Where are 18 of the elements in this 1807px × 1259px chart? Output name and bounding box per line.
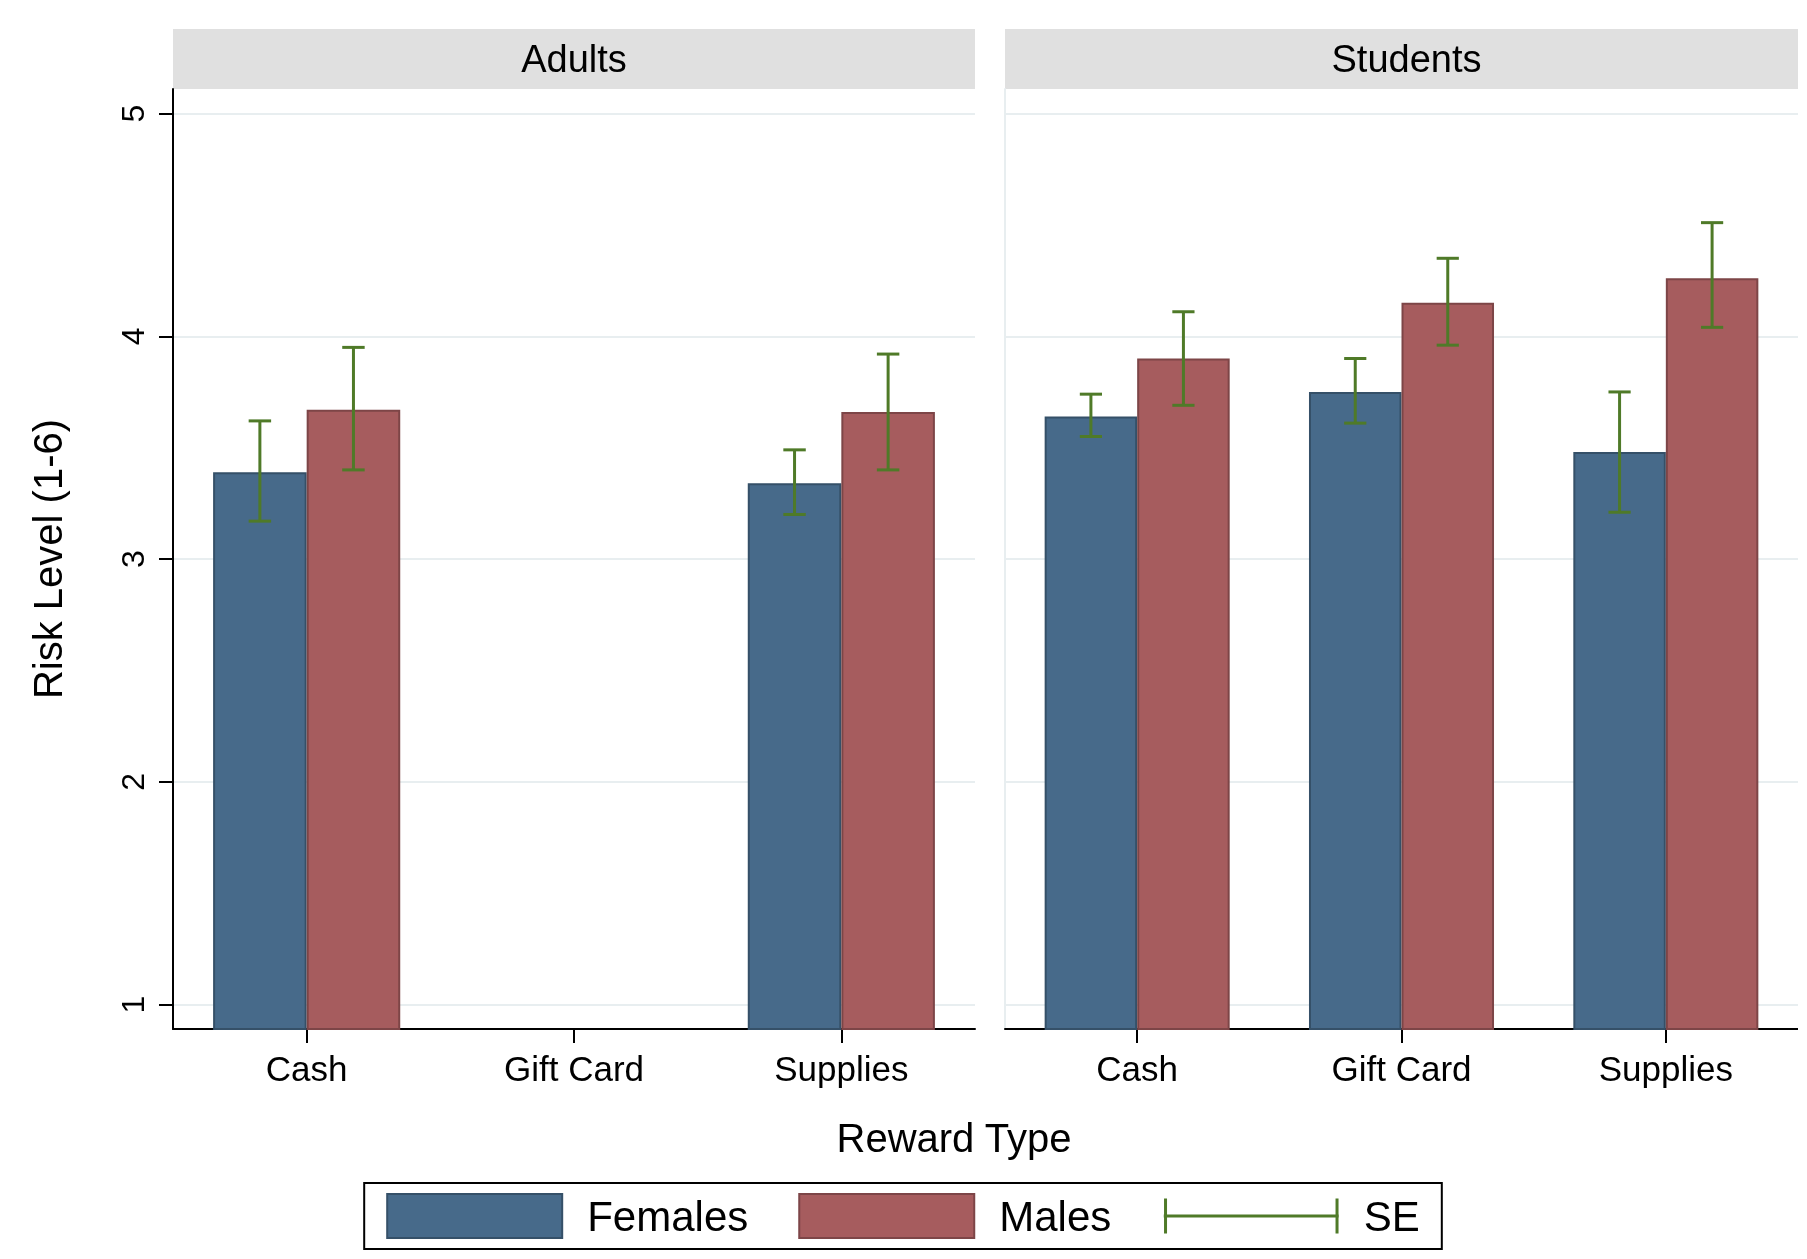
x-axis-title: Reward Type — [836, 1116, 1072, 1160]
y-axis-title: Risk Level (1-6) — [26, 418, 70, 700]
y-tick-label: 4 — [115, 327, 151, 346]
x-tick-label: Cash — [1096, 1049, 1179, 1088]
y-tick-label: 1 — [115, 995, 151, 1014]
chart-title: Adults — [521, 38, 627, 80]
y-tick-label: 2 — [115, 772, 151, 791]
legend-label: Males — [999, 1192, 1112, 1240]
y-tick-label: 3 — [115, 550, 151, 568]
y-tick-label: 5 — [115, 104, 151, 123]
x-tick-label: Supplies — [1598, 1049, 1733, 1088]
x-tick-label: Supplies — [774, 1049, 909, 1088]
legend-label: Females — [587, 1192, 749, 1240]
x-tick-label: Cash — [265, 1049, 348, 1088]
chart-title: Students — [1331, 38, 1482, 80]
x-tick-label: Gift Card — [503, 1049, 645, 1088]
text: SE — [1363, 1192, 1420, 1240]
x-tick-label: Gift Card — [1331, 1049, 1472, 1088]
